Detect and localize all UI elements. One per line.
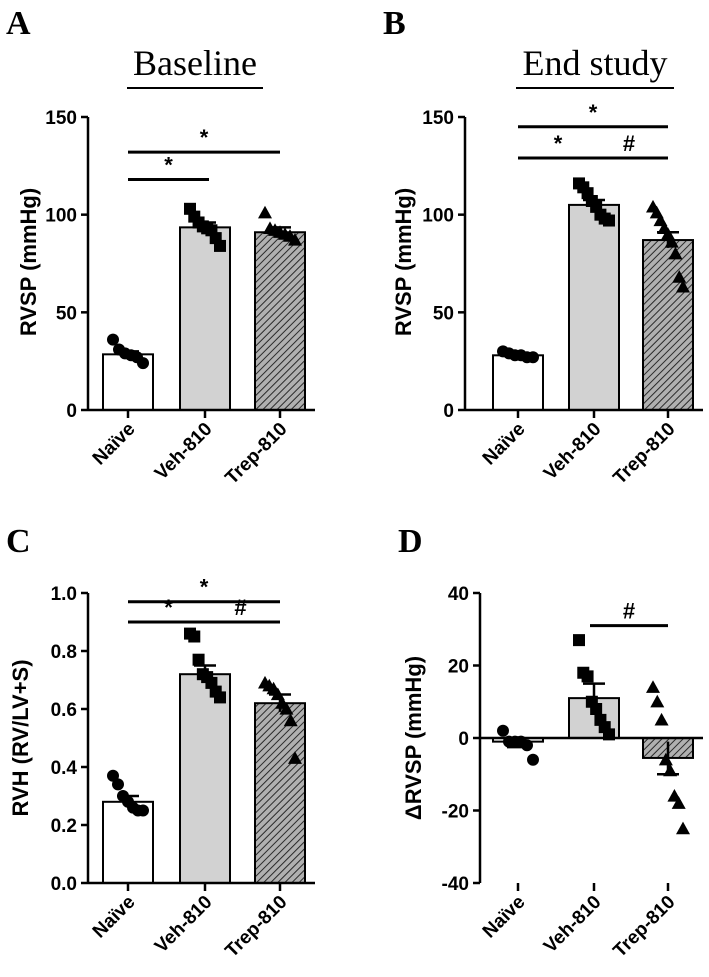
data-point: [521, 739, 533, 752]
bar: [179, 673, 231, 885]
data-point: [668, 246, 683, 260]
data-point: [676, 279, 690, 293]
category-label: Trep-810: [609, 892, 679, 962]
data-point: [279, 702, 294, 715]
data-point: [654, 712, 669, 726]
data-point: [188, 630, 201, 643]
category-label: Naïve: [89, 892, 140, 943]
data-point: [603, 214, 615, 227]
y-axis-label: RVSP (mmHg): [391, 188, 416, 336]
data-point: [137, 357, 149, 370]
panel-letter: D: [398, 523, 423, 560]
category-label: Naïve: [479, 419, 530, 470]
data-point: [214, 239, 226, 252]
y-tick-label: 100: [45, 206, 77, 227]
y-tick-label: 50: [56, 303, 77, 324]
y-tick-label: -20: [442, 802, 469, 823]
panel-title: Baseline: [133, 43, 257, 83]
significance-label: *: [164, 153, 173, 178]
bar: [642, 239, 694, 411]
data-point: [137, 804, 149, 817]
significance-label: #: [623, 131, 635, 156]
significance-label: #: [234, 595, 246, 620]
y-tick-label: 150: [422, 108, 454, 129]
data-point: [676, 821, 690, 835]
data-point: [107, 769, 119, 782]
significance-label: *: [554, 131, 563, 156]
y-tick-label: 0.4: [51, 758, 78, 779]
bar: [179, 226, 231, 411]
significance-label: *: [200, 575, 209, 600]
bar: [254, 231, 306, 411]
y-tick-label: 0: [458, 729, 469, 750]
data-point: [672, 270, 687, 283]
y-tick-label: 0: [66, 401, 77, 422]
panel-title: End study: [522, 43, 667, 83]
panel-letter: B: [383, 5, 406, 42]
panel-letter: A: [6, 5, 31, 42]
y-tick-label: 0.8: [51, 642, 77, 663]
y-axis-label: RVSP (mmHg): [16, 188, 41, 336]
category-label: Veh-810: [540, 419, 606, 485]
panel-letter: C: [6, 523, 31, 560]
data-point: [107, 333, 119, 346]
category-label: Naïve: [89, 419, 140, 470]
panel-a: A Baseline RVSP (mmHg) 0 50 100 150 * * Naïv…: [6, 5, 315, 489]
data-point: [527, 351, 539, 364]
category-label: Trep-810: [221, 419, 291, 489]
data-point: [288, 233, 302, 246]
data-point: [283, 713, 298, 727]
y-tick-label: 50: [433, 303, 454, 324]
data-point: [258, 205, 272, 219]
panel-c: C RVH (RV/LV+S) 0.0 0.2 0.4 0.6 0.8 1.0 * # * N…: [6, 523, 315, 962]
y-tick-label: -40: [442, 874, 469, 895]
data-point: [646, 680, 660, 693]
y-tick-label: 0.6: [51, 700, 77, 721]
data-point: [658, 752, 673, 766]
category-label: Trep-810: [609, 419, 679, 489]
data-point: [671, 796, 686, 809]
data-point: [581, 670, 594, 683]
panel-d: D ΔRVSP (mmHg) -40 -20 0 20 40 # Naïve Veh-81…: [398, 523, 703, 962]
y-tick-label: 20: [448, 657, 469, 678]
bar: [254, 702, 306, 885]
y-axis-label: RVH (RV/LV+S): [8, 659, 33, 816]
data-point: [590, 703, 603, 715]
y-tick-label: 0: [443, 401, 454, 422]
data-point: [650, 694, 665, 708]
y-tick-label: 150: [45, 108, 77, 129]
y-tick-label: 0.0: [51, 874, 77, 895]
category-label: Trep-810: [221, 892, 291, 962]
significance-label: *: [589, 100, 598, 125]
data-point: [497, 724, 509, 737]
data-point: [288, 751, 302, 764]
category-label: Naïve: [479, 892, 530, 943]
significance-label: *: [200, 125, 209, 150]
bar: [568, 203, 620, 411]
significance-label: *: [164, 595, 173, 620]
y-tick-label: 100: [422, 206, 454, 227]
category-label: Veh-810: [540, 892, 606, 958]
data-point: [112, 778, 124, 791]
y-axis-label: ΔRVSP (mmHg): [401, 656, 426, 820]
data-point: [214, 691, 226, 704]
category-label: Veh-810: [151, 419, 217, 485]
bar: [492, 354, 544, 412]
significance-label: #: [623, 599, 635, 624]
data-point: [527, 753, 539, 766]
data-point: [573, 634, 585, 647]
y-tick-label: 1.0: [51, 584, 77, 605]
data-point: [192, 653, 205, 666]
y-tick-label: 0.2: [51, 816, 77, 837]
category-label: Veh-810: [151, 892, 217, 958]
panel-b: B End study RVSP (mmHg) 0 50 100 150 * # * Na…: [383, 5, 703, 489]
y-tick-label: 40: [448, 584, 469, 605]
